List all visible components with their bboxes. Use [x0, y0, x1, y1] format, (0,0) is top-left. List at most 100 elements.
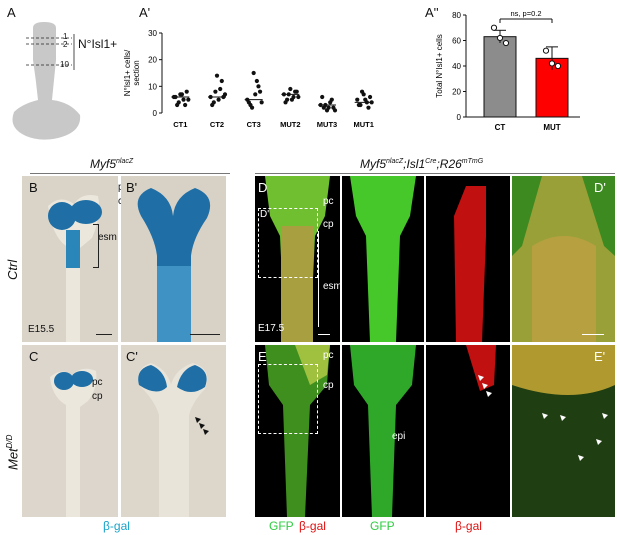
- e1-inset-box: [258, 364, 318, 434]
- row-label-met-text: Met: [5, 448, 21, 470]
- scatter-category-label: CT2: [210, 120, 224, 129]
- footer-gfp: GFP: [370, 519, 395, 533]
- photo-e-gfp-drawing: [350, 345, 416, 517]
- label-esm-b: esm: [98, 232, 117, 243]
- photo-e-merge: [255, 345, 340, 517]
- label-cp-c: cp: [92, 391, 103, 402]
- bar-stat-label: ns, p=0.2: [510, 9, 541, 18]
- label-pc-e: pc: [323, 350, 334, 361]
- scale-bar-d: [318, 334, 330, 335]
- photo-e1-zoom: [512, 345, 615, 517]
- scatter-point: [259, 100, 264, 105]
- right-header-sup1: nlacZ: [386, 158, 404, 165]
- photo-e-gfp: [342, 345, 424, 517]
- bar-dot: [542, 47, 550, 54]
- scatter-point: [326, 105, 331, 110]
- panel-c-letter: C: [29, 349, 39, 364]
- scatter-point: [256, 84, 261, 89]
- scale-bar-b1: [190, 334, 220, 335]
- scatter-point: [329, 97, 334, 102]
- photo-c1-drawing: [121, 345, 226, 517]
- scatter-ticks: 0 10 20 30: [148, 29, 162, 118]
- panel-e1-letter: E': [594, 349, 606, 364]
- scatter-medians: [171, 93, 373, 106]
- bar-tick-label: 0: [457, 113, 462, 122]
- scatter-point: [218, 86, 223, 92]
- panel-d1-letter: D': [594, 180, 606, 195]
- scatter-point: [184, 89, 189, 94]
- scatter-point: [288, 86, 293, 92]
- photo-c: [22, 345, 118, 517]
- label-epi-e: epi: [392, 431, 406, 442]
- right-genotype-header: Myf5nlacZ;Isl1Cre;R26mTmG: [360, 157, 483, 171]
- scatter-point: [183, 102, 188, 108]
- scatter-point: [289, 97, 295, 102]
- scatter-point: [214, 73, 220, 78]
- photo-e-merge-drawing: [265, 345, 330, 517]
- scatter-category-label: MUT1: [353, 120, 373, 129]
- right-header-main3: ;R26: [436, 157, 462, 171]
- bar-bars: [483, 18, 569, 118]
- level-10-label: 10: [60, 60, 69, 69]
- photo-e-red-drawing: [466, 345, 496, 397]
- scatter-point: [216, 97, 221, 102]
- left-genotype-header: Myf5nlacZ: [90, 157, 133, 171]
- esm-line-d: [318, 231, 319, 327]
- scatter-point: [181, 97, 186, 102]
- row-label-met-sup: D/D: [5, 434, 14, 449]
- scatter-point: [249, 105, 255, 110]
- scatter-point: [179, 92, 185, 97]
- photo-b1: [121, 176, 226, 342]
- d1-inset-box: [258, 208, 318, 278]
- scatter-tick-label: 0: [153, 109, 158, 118]
- level-1-label: 1: [63, 32, 68, 41]
- scatter-point: [332, 108, 338, 113]
- panel-a1-letter: A': [139, 5, 151, 20]
- scatter-point: [253, 92, 258, 97]
- scatter-ylabel-line1: N°Isl1+ cells/: [123, 49, 132, 96]
- bar-ct: [483, 36, 517, 118]
- bar-dot: [496, 34, 504, 42]
- panel-a2-letter: A'': [425, 5, 439, 20]
- scatter-ylabel-line2: section: [132, 60, 141, 85]
- label-pc-d: pc: [323, 196, 334, 207]
- footer-bgal: β-gal: [103, 519, 130, 533]
- scatter-categories: CT1 CT2 CT3 MUT2 MUT3 MUT1: [173, 120, 374, 129]
- panel-b1-letter: B': [126, 180, 138, 195]
- scatter-category-label: CT3: [247, 120, 261, 129]
- photo-b-drawing: [22, 176, 118, 342]
- bar-category-label: MUT: [543, 123, 560, 132]
- footer-bgal-merge: β-gal: [299, 519, 326, 533]
- scatter-point: [219, 78, 224, 84]
- row-label-ctrl-text: Ctrl: [5, 259, 20, 280]
- panel-e-letter: E: [258, 349, 267, 364]
- bar-tick-label: 40: [452, 62, 461, 71]
- photo-d-merge-drawing: [265, 176, 330, 342]
- scatter-points: [171, 70, 374, 113]
- photo-d-red-drawing: [454, 186, 486, 342]
- row-label-met: MetD/D: [5, 435, 20, 470]
- panel-a-letter: A: [7, 5, 16, 20]
- left-header-sup: nlacZ: [116, 158, 134, 165]
- photo-e1-zoom-drawing: [512, 345, 615, 517]
- photo-c-drawing: [22, 345, 118, 517]
- bar-category-label: CT: [495, 123, 506, 132]
- bar-chart: Total N°Isl1+ cells ns, p=0.2 020406080 …: [435, 9, 580, 132]
- photo-d-gfp-drawing: [350, 176, 416, 342]
- scatter-point: [186, 97, 191, 102]
- scatter-category-label: MUT3: [317, 120, 337, 129]
- scatter-point: [246, 100, 251, 105]
- scatter-point: [359, 89, 365, 94]
- photo-d1-zoom-drawing: [512, 176, 615, 342]
- scatter-tick-label: 30: [148, 29, 157, 38]
- photo-c1: [121, 345, 226, 517]
- photo-d-red: [426, 176, 510, 342]
- left-header-rule: [30, 173, 230, 174]
- left-header-main: Myf5: [90, 157, 117, 171]
- scatter-category-label: CT1: [173, 120, 187, 129]
- bar-tick-label: 60: [452, 37, 461, 46]
- bar-dot: [502, 39, 510, 47]
- photo-b: [22, 176, 118, 342]
- isl1-count-label: N°Isl1+: [78, 37, 118, 51]
- scatter-point: [210, 102, 215, 108]
